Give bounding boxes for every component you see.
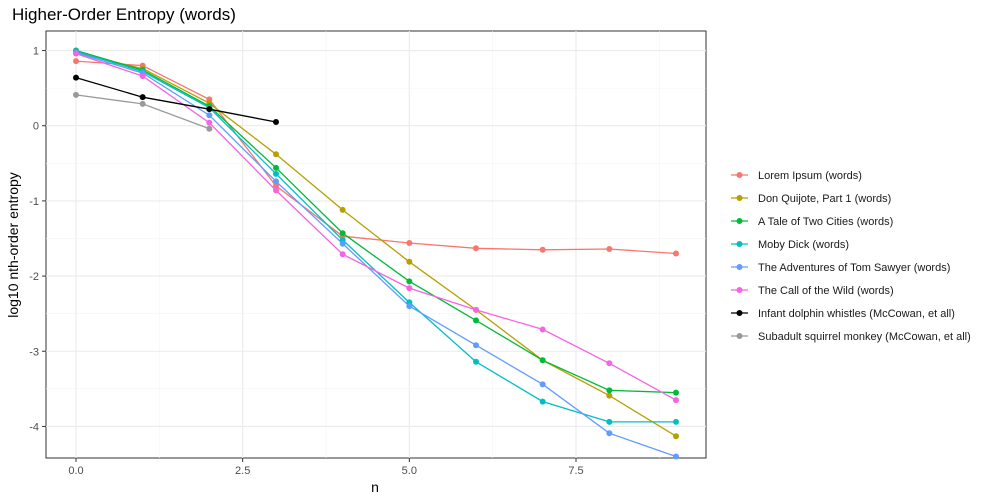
data-point bbox=[273, 170, 279, 177]
data-point bbox=[539, 326, 546, 333]
data-point bbox=[273, 118, 279, 125]
plot-panel bbox=[45, 30, 707, 459]
data-point bbox=[406, 303, 413, 310]
legend-key-point bbox=[736, 264, 743, 270]
data-point bbox=[606, 392, 613, 399]
x-tick-label: 0.0 bbox=[68, 465, 83, 477]
data-point bbox=[539, 381, 546, 388]
data-point bbox=[273, 182, 279, 189]
data-point bbox=[206, 119, 213, 126]
legend-label: A Tale of Two Cities (words) bbox=[758, 216, 893, 228]
legend-key-point bbox=[736, 172, 743, 178]
y-tick-label: 1 bbox=[33, 46, 39, 58]
data-point bbox=[539, 398, 546, 405]
data-point bbox=[73, 74, 79, 81]
legend: Lorem Ipsum (words) Don Quijote, Part 1 (… bbox=[731, 170, 971, 343]
data-point bbox=[406, 278, 413, 285]
plot-border bbox=[45, 30, 707, 459]
legend-label: Subadult squirrel monkey (McCowan, et al… bbox=[758, 331, 971, 343]
data-point bbox=[539, 246, 546, 253]
y-tick-label: -3 bbox=[29, 346, 39, 358]
series-line bbox=[75, 52, 677, 458]
data-point bbox=[473, 358, 479, 365]
x-axis-ticks: 0.0 2.5 5.0 7.5 bbox=[68, 458, 584, 477]
data-point bbox=[673, 433, 679, 440]
data-point bbox=[206, 112, 213, 119]
data-point bbox=[673, 250, 679, 257]
data-point bbox=[473, 342, 479, 349]
y-tick-label: -1 bbox=[29, 196, 39, 208]
legend-key-point bbox=[736, 287, 743, 293]
data-point bbox=[606, 430, 613, 437]
x-tick-label: 5.0 bbox=[402, 465, 417, 477]
gridlines bbox=[46, 31, 706, 458]
data-point bbox=[673, 418, 679, 425]
chart-title: Higher-Order Entropy (words) bbox=[12, 5, 236, 24]
legend-key-point bbox=[736, 310, 743, 316]
legend-key-point bbox=[736, 195, 743, 201]
data-point bbox=[339, 206, 346, 213]
data-point bbox=[673, 389, 679, 396]
series-line bbox=[75, 60, 677, 255]
data-point bbox=[473, 317, 479, 324]
data-point bbox=[273, 178, 279, 185]
x-tick-label: 2.5 bbox=[235, 465, 250, 477]
x-tick-label: 7.5 bbox=[568, 465, 583, 477]
legend-label: Lorem Ipsum (words) bbox=[758, 170, 862, 182]
legend-label: The Call of the Wild (words) bbox=[758, 285, 894, 297]
series-lines bbox=[73, 47, 679, 460]
data-point bbox=[406, 239, 413, 246]
data-point bbox=[539, 357, 546, 364]
y-tick-label: -2 bbox=[29, 271, 39, 283]
data-point bbox=[606, 246, 613, 253]
x-axis-title: n bbox=[371, 479, 379, 495]
series-line bbox=[75, 49, 677, 394]
data-point bbox=[73, 50, 79, 57]
data-point bbox=[273, 187, 279, 194]
data-point bbox=[673, 453, 679, 460]
legend-key-point bbox=[736, 333, 743, 339]
data-point bbox=[673, 397, 679, 404]
data-point bbox=[473, 306, 479, 313]
legend-key-point bbox=[736, 218, 743, 224]
data-point bbox=[606, 360, 613, 367]
y-tick-label: 0 bbox=[33, 121, 39, 133]
data-point bbox=[206, 106, 213, 113]
data-point bbox=[206, 125, 213, 132]
data-point bbox=[339, 230, 346, 237]
series-line bbox=[75, 52, 677, 437]
data-point bbox=[606, 387, 613, 394]
series-line bbox=[75, 52, 677, 401]
data-point bbox=[339, 240, 346, 247]
data-point bbox=[139, 100, 146, 107]
data-point bbox=[139, 94, 146, 101]
data-point bbox=[273, 164, 279, 171]
data-point bbox=[339, 251, 346, 258]
legend-label: Infant dolphin whistles (McCowan, et all… bbox=[758, 308, 955, 320]
y-axis-title: log10 nth-order entropy bbox=[5, 172, 21, 318]
legend-label: The Adventures of Tom Sawyer (words) bbox=[758, 262, 950, 274]
data-point bbox=[139, 73, 146, 80]
data-point bbox=[406, 258, 413, 265]
y-tick-label: -4 bbox=[29, 421, 39, 433]
data-point bbox=[606, 418, 613, 425]
legend-key-point bbox=[736, 241, 743, 247]
data-point bbox=[473, 245, 479, 252]
data-point bbox=[273, 151, 279, 158]
y-axis-ticks: 1 0 -1 -2 -3 -4 bbox=[29, 46, 46, 433]
data-point bbox=[406, 285, 413, 292]
series-line bbox=[75, 76, 277, 123]
data-point bbox=[73, 91, 79, 98]
legend-label: Moby Dick (words) bbox=[758, 239, 849, 251]
data-point bbox=[73, 58, 79, 65]
legend-label: Don Quijote, Part 1 (words) bbox=[758, 193, 891, 205]
